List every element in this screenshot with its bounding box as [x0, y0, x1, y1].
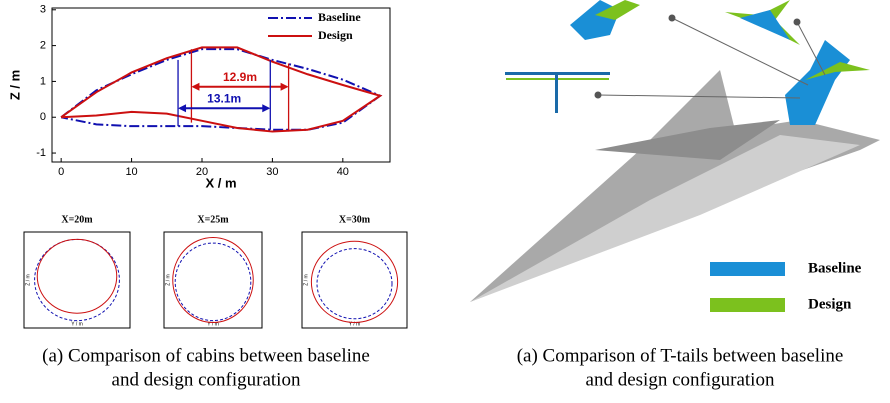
- y-tick-label: 1: [40, 75, 46, 87]
- plot-frame: [302, 232, 407, 328]
- caption: and design configuration: [112, 369, 301, 390]
- panel-title: X=20m: [61, 214, 93, 225]
- y-tick-label: 3: [40, 4, 46, 16]
- arrow-head: [262, 104, 270, 112]
- figure: BaselineDesign 010203040-10123X / mZ / m…: [0, 0, 890, 403]
- leader-dot: [669, 15, 676, 22]
- legend-label: Baseline: [808, 260, 862, 276]
- legend-swatch: [710, 262, 785, 276]
- x-tick-label: 0: [58, 166, 64, 178]
- section-curve: [311, 241, 397, 322]
- y-axis-label: Z / m: [25, 274, 31, 285]
- section-curve: [175, 243, 251, 321]
- plot-frame: [164, 232, 262, 328]
- legend-label: Design: [808, 296, 852, 312]
- section-curve: [173, 238, 254, 323]
- leader-dot: [794, 19, 801, 26]
- annotation-label: 13.1m: [207, 91, 241, 105]
- leader-dot: [595, 92, 602, 99]
- panel-title: X=25m: [197, 214, 229, 225]
- y-tick-label: 0: [40, 111, 46, 123]
- legend-swatch: [710, 298, 785, 312]
- y-tick-label: -1: [36, 147, 46, 159]
- tail-front-h: [505, 72, 610, 75]
- profile-line: [61, 47, 380, 131]
- caption: (a) Comparison of cabins between baselin…: [42, 345, 370, 366]
- x-axis-label: X / m: [205, 175, 236, 190]
- x-tick-label: 30: [266, 166, 278, 178]
- x-axis-label: Y / m: [71, 321, 83, 327]
- tail-front-v: [555, 75, 558, 113]
- arrow-head: [178, 104, 186, 112]
- caption: and design configuration: [586, 369, 775, 390]
- y-axis-label: Z / m: [165, 274, 171, 285]
- profile-line: [61, 49, 380, 130]
- section-curve: [37, 239, 117, 313]
- captions: (a) Comparison of cabins between baselin…: [42, 345, 843, 390]
- aircraft-render: [470, 0, 880, 302]
- caption: (a) Comparison of T-tails between baseli…: [517, 345, 844, 366]
- tail-baseline: [785, 40, 850, 125]
- tail-view-1: [570, 0, 620, 40]
- legend-label: Design: [318, 28, 353, 42]
- y-tick-label: 2: [40, 40, 46, 52]
- leader-line: [672, 18, 808, 85]
- legend-label: Baseline: [318, 10, 361, 24]
- render-legend: Baseline Design: [710, 260, 862, 312]
- arrow-head: [281, 83, 289, 91]
- x-tick-label: 40: [337, 166, 349, 178]
- x-tick-label: 10: [125, 166, 137, 178]
- annotation-label: 12.9m: [223, 70, 257, 84]
- y-axis-label: Z / m: [7, 70, 22, 100]
- panel-title: X=30m: [339, 214, 371, 225]
- arrow-head: [191, 83, 199, 91]
- y-axis-label: Z / m: [303, 274, 309, 285]
- section-curve: [317, 249, 392, 319]
